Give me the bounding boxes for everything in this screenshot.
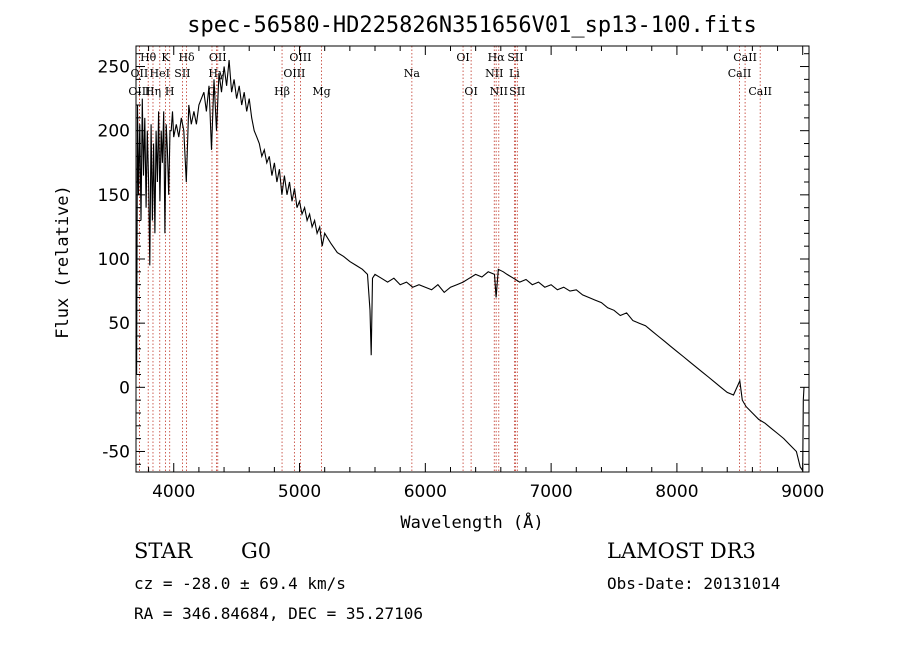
- spectral-subclass: G0: [241, 539, 271, 563]
- redshift-velocity: cz = -28.0 ± 69.4 km/s: [134, 574, 346, 593]
- spectral-line-label: Mg: [312, 85, 330, 98]
- spectral-line-label: Na: [404, 67, 421, 80]
- spectral-line-label: NII: [490, 85, 508, 98]
- plot-frame: [135, 45, 810, 473]
- x-tick-label: 8000: [655, 482, 698, 502]
- y-tick-label: -50: [102, 442, 130, 462]
- x-tick-label: 6000: [404, 482, 447, 502]
- sky-coordinates: RA = 346.84684, DEC = 35.27106: [134, 604, 423, 623]
- spectral-line-label: SII: [174, 67, 190, 80]
- object-class: STAR: [134, 539, 193, 563]
- survey-name: LAMOST DR3: [607, 539, 756, 563]
- x-tick-label: 4000: [152, 482, 195, 502]
- spectral-line-label: HeI: [150, 67, 170, 80]
- spectral-line-label: OI: [456, 51, 469, 64]
- y-tick-label: 200: [98, 122, 130, 142]
- spectral-line-label: H: [165, 85, 175, 98]
- x-axis-title: Wavelength (Å): [400, 511, 543, 533]
- y-tick-label: 250: [98, 58, 130, 78]
- spectral-line-label: OII: [209, 51, 227, 64]
- chart-title: spec-56580-HD225826N351656V01_sp13-100.f…: [187, 13, 757, 38]
- spectral-line-label: OIII: [283, 67, 305, 80]
- y-tick-label: 0: [119, 378, 130, 398]
- observation-date: Obs-Date: 20131014: [607, 574, 780, 593]
- spectral-line-label: Hη: [145, 85, 161, 98]
- spectral-line-label: K: [161, 51, 170, 64]
- spectral-line-label: SII: [507, 51, 523, 64]
- spectral-line-label: Hθ: [140, 51, 157, 64]
- spectral-line-label: OII: [131, 67, 149, 80]
- spectral-line-label: OIII: [289, 51, 311, 64]
- spectral-line-label: Li: [509, 67, 520, 80]
- spectral-line-label: Hγ: [208, 67, 225, 80]
- spectral-line-label: CaII: [733, 51, 757, 64]
- spectral-line-label: Hα: [488, 51, 506, 64]
- axis-ticks: [136, 46, 809, 472]
- spectral-line-markers: [138, 46, 761, 472]
- spectral-line-label: Hδ: [178, 51, 195, 64]
- spectral-line-label: Hβ: [274, 85, 290, 98]
- x-tick-label: 9000: [781, 482, 824, 502]
- spectral-line-label: SII: [509, 85, 525, 98]
- spectral-line-label: CaII: [728, 67, 752, 80]
- x-tick-label: 5000: [278, 482, 321, 502]
- y-tick-label: 150: [98, 186, 130, 206]
- spectral-line-label: G: [208, 85, 217, 98]
- y-tick-labels: -50 0 50 100 150 200 250: [98, 58, 130, 463]
- y-tick-label: 50: [108, 314, 130, 334]
- spectral-line-label: OI: [464, 85, 477, 98]
- x-tick-label: 7000: [529, 482, 572, 502]
- spectral-line-label: NII: [485, 67, 503, 80]
- y-axis-title: Flux (relative): [53, 185, 73, 339]
- flux-series-line: [135, 60, 805, 473]
- y-tick-label: 100: [98, 250, 130, 270]
- spectral-line-label: CaII: [748, 85, 772, 98]
- spectral-line-label: OIII: [128, 85, 150, 98]
- x-tick-labels: 4000 5000 6000 7000 8000 9000: [152, 482, 824, 502]
